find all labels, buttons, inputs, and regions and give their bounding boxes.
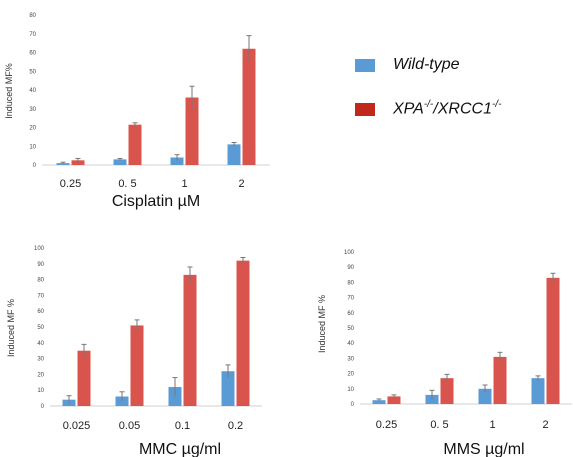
y-tick-label: 60 [29, 51, 36, 57]
y-tick-label: 40 [347, 341, 354, 347]
wildtype-bar [227, 144, 241, 165]
y-tick-label: 90 [347, 265, 354, 271]
mutant-bar [236, 260, 250, 406]
chart-mms-svg: 0 10 20 30 40 50 60 70 80 90 100 0.25 0. 5 1 2 Induced… [317, 250, 572, 457]
mutant-bar [185, 97, 199, 165]
wildtype-bar [372, 400, 386, 404]
mutant-bar [387, 396, 401, 404]
x-axis-label: MMC µg/ml [139, 441, 221, 457]
y-tick-label: 90 [37, 262, 44, 268]
y-tick-label: 70 [29, 32, 36, 38]
mutant-bar [77, 350, 91, 406]
y-tick-label: 20 [347, 372, 354, 378]
category-label: 2 [238, 178, 244, 190]
category-label: 0.1 [175, 420, 190, 432]
mutant-bar [71, 160, 85, 165]
y-tick-label: 10 [29, 144, 36, 150]
y-tick-label: 40 [37, 341, 44, 347]
mutant-bar [242, 48, 256, 165]
y-tick-label: 30 [37, 357, 44, 363]
y-tick-label: 80 [37, 278, 44, 284]
y-tick-label: 30 [29, 107, 36, 113]
category-label: 0.2 [228, 420, 243, 432]
legend: Wild-type XPA-/-/XRCC1-/- [355, 52, 555, 140]
y-axis-label: Induced MF % [317, 295, 327, 353]
y-tick-label: 20 [37, 372, 44, 378]
wildtype-bar [170, 157, 184, 165]
y-tick-label: 30 [347, 356, 354, 362]
category-label: 0.25 [60, 178, 81, 190]
y-axis-label: Induced MF% [4, 63, 14, 119]
legend-label-mutant: XPA-/-/XRCC1-/- [393, 99, 501, 118]
y-tick-label: 0 [41, 404, 45, 410]
legend-swatch-mutant [355, 102, 375, 116]
category-label: 0. 5 [118, 178, 136, 190]
y-axis-label: Induced MF % [6, 299, 16, 357]
category-label: 2 [542, 419, 548, 431]
legend-label-mutant-xpa: XPA [393, 100, 424, 118]
legend-item-wildtype: Wild-type [355, 52, 555, 78]
y-tick-label: 10 [347, 387, 354, 393]
x-axis-label: MMS µg/ml [443, 441, 524, 457]
mutant-bar [493, 356, 507, 404]
y-tick-label: 50 [29, 69, 36, 75]
chart-mms: 0 10 20 30 40 50 60 70 80 90 100 0.25 0. 5 1 2 Induced… [310, 240, 573, 457]
legend-label-wildtype: Wild-type [393, 56, 460, 73]
wildtype-bar [221, 371, 235, 406]
category-label: 0.05 [119, 420, 140, 432]
wildtype-bar [113, 159, 127, 165]
y-tick-label: 20 [29, 126, 36, 132]
y-tick-label: 80 [29, 13, 36, 19]
mutant-bar [183, 274, 197, 406]
legend-label-mutant-sup1: -/- [423, 99, 434, 111]
y-tick-label: 60 [347, 311, 354, 317]
wildtype-bar [115, 396, 129, 406]
y-tick-label: 0 [33, 163, 37, 169]
chart-mmc-svg: 0 10 20 30 40 50 60 70 80 90 100 0.025 0.05 0.1 0.2 In… [6, 246, 262, 457]
mutant-bar [130, 325, 144, 406]
legend-swatch-wildtype [355, 58, 375, 72]
category-label: 1 [181, 178, 187, 190]
y-tick-label: 60 [37, 309, 44, 315]
mutant-bar [440, 378, 454, 404]
y-tick-label: 50 [347, 326, 354, 332]
mutant-bar [128, 124, 142, 165]
legend-label-mutant-sup2: -/- [491, 99, 502, 111]
y-tick-label: 70 [347, 296, 354, 302]
y-tick-label: 40 [29, 88, 36, 94]
category-label: 0.025 [63, 420, 91, 432]
y-tick-label: 100 [344, 250, 355, 256]
chart-mmc: 0 10 20 30 40 50 60 70 80 90 100 0.025 0.05 0.1 0.2 In… [0, 238, 290, 457]
y-tick-label: 0 [351, 402, 355, 408]
y-tick-label: 80 [347, 280, 354, 286]
y-tick-label: 100 [34, 246, 45, 252]
y-tick-label: 70 [37, 293, 44, 299]
category-label: 0.25 [376, 419, 397, 431]
wildtype-bar [531, 378, 545, 404]
category-label: 1 [489, 419, 495, 431]
legend-item-mutant: XPA-/-/XRCC1-/- [355, 96, 555, 122]
category-label: 0. 5 [430, 419, 448, 431]
y-tick-label: 50 [37, 325, 44, 331]
x-axis-label: Cisplatin µM [112, 193, 200, 210]
wildtype-bar [478, 388, 492, 404]
legend-label-mutant-xrcc1: /XRCC1 [433, 100, 492, 118]
mutant-bar [546, 277, 560, 404]
y-tick-label: 10 [37, 388, 44, 394]
